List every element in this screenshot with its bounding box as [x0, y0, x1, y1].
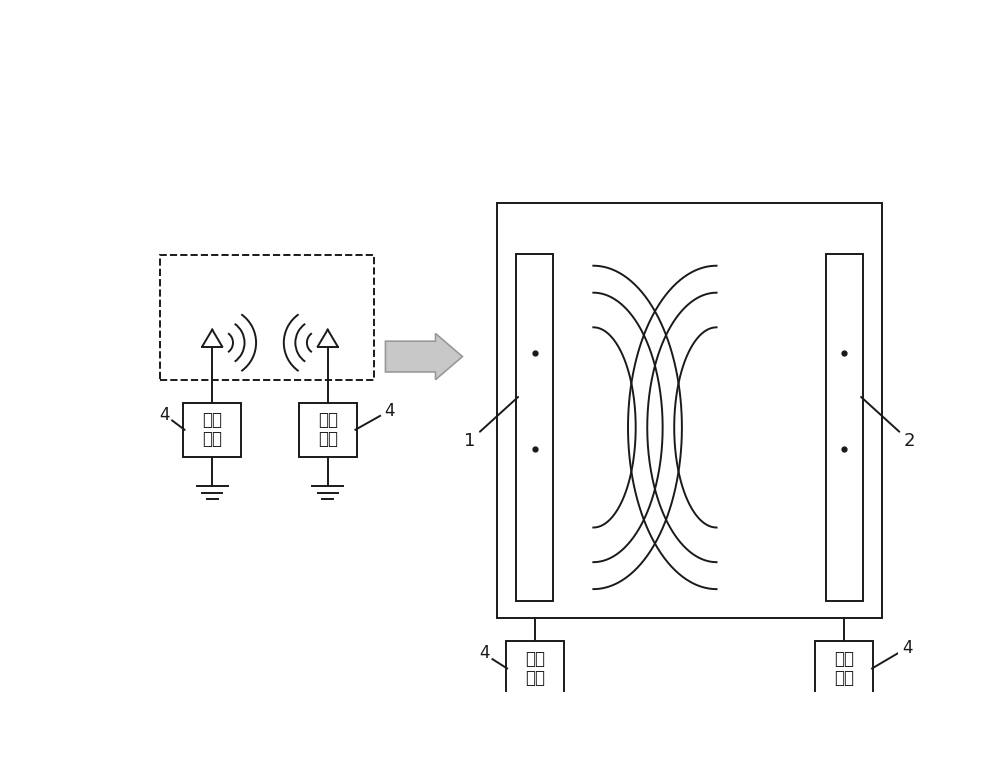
- Text: 4: 4: [384, 402, 395, 420]
- Text: 1: 1: [464, 432, 476, 451]
- Text: 通信
装置: 通信 装置: [202, 411, 222, 448]
- Bar: [299, 402, 357, 457]
- Bar: [815, 642, 873, 695]
- Text: 通信
装置: 通信 装置: [525, 650, 545, 687]
- Bar: [183, 402, 241, 457]
- Bar: [826, 254, 863, 601]
- Bar: [497, 203, 882, 618]
- Bar: [506, 642, 564, 695]
- Bar: [516, 254, 553, 601]
- Text: 2: 2: [903, 432, 915, 451]
- Text: 通信
装置: 通信 装置: [834, 650, 854, 687]
- Text: 通信
装置: 通信 装置: [318, 411, 338, 448]
- Text: 4: 4: [480, 644, 490, 662]
- FancyArrow shape: [385, 333, 462, 380]
- Text: 4: 4: [902, 639, 913, 657]
- Bar: [160, 255, 374, 380]
- Text: 4: 4: [159, 406, 170, 424]
